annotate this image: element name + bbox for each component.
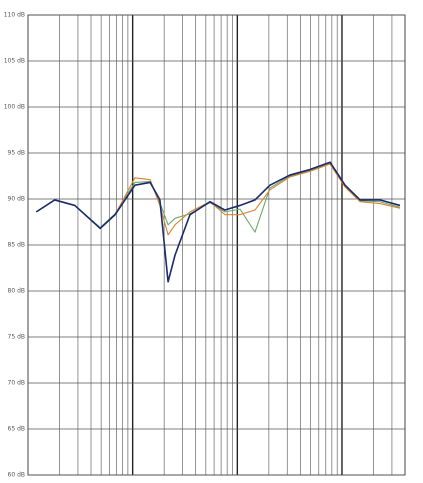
series-line (35, 161, 401, 283)
y-tick-label: 60 dB (8, 472, 25, 479)
y-tick-label: 95 dB (8, 150, 25, 157)
y-tick-label: 80 dB (8, 288, 25, 295)
y-tick-label: 105 dB (4, 58, 25, 65)
y-tick-label: 100 dB (4, 104, 25, 111)
y-tick-label: 110 dB (4, 12, 25, 19)
y-tick-label: 85 dB (8, 242, 25, 249)
y-tick-label: 75 dB (8, 334, 25, 341)
y-tick-label: 70 dB (8, 380, 25, 387)
y-tick-label: 65 dB (8, 426, 25, 433)
y-tick-label: 90 dB (8, 196, 25, 203)
